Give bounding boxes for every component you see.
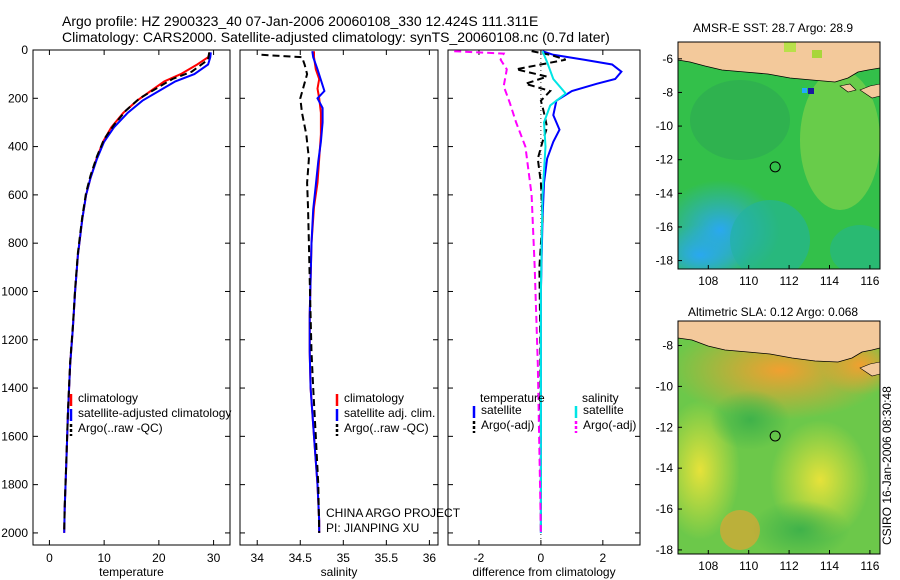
y-tick-label: 1800 (1, 478, 28, 492)
map-x-tick-label: 116 (860, 274, 879, 288)
series-line (539, 50, 623, 533)
x-tick-label: 10 (97, 551, 111, 565)
x-tick-label: -2 (474, 551, 485, 565)
sst-map-imagery (678, 42, 880, 269)
legend-entry: satellite (583, 403, 624, 417)
legend-heading: salinity (582, 391, 619, 405)
map-y-tick-label: -18 (656, 543, 674, 557)
map-x-tick-label: 112 (780, 274, 799, 288)
x-axis-label: salinity (321, 565, 358, 579)
map-x-tick-label: 116 (860, 559, 879, 573)
map-y-tick-label: -14 (656, 186, 674, 200)
x-axis-label: temperature (99, 565, 164, 579)
series-line (454, 50, 542, 533)
x-tick-label: 34.5 (289, 551, 313, 565)
legend-entry: satellite adj. clim. (344, 406, 435, 420)
legend-entry: Argo(-adj) (481, 418, 534, 432)
y-tick-label: 200 (8, 91, 28, 105)
map-x-tick-label: 108 (698, 559, 718, 573)
series-line (261, 53, 321, 533)
legend-entry: climatology (78, 391, 138, 405)
figure-title-line1: Argo profile: HZ 2900323_40 07-Jan-2006 … (62, 13, 539, 29)
map-y-tick-label: -6 (662, 52, 673, 66)
legend-entry: climatology (344, 391, 404, 405)
map-y-tick-label: -10 (656, 119, 674, 133)
figure-titles: Argo profile: HZ 2900323_40 07-Jan-2006 … (0, 0, 900, 50)
map-x-tick-label: 110 (739, 274, 758, 288)
sla-map-imagery (678, 321, 880, 554)
map-x-tick-label: 114 (820, 559, 839, 573)
map-y-tick-label: -12 (656, 420, 674, 434)
legend-entry: Argo(..raw -QC) (78, 421, 163, 435)
y-tick-label: 1200 (1, 333, 28, 347)
sst-map-title: AMSR-E SST: 28.7 Argo: 28.9 (693, 21, 854, 35)
annotation-pi: PI: JIANPING XU (326, 521, 419, 535)
plot-frame (239, 49, 439, 546)
map-x-tick-label: 114 (820, 274, 839, 288)
legend-entry: Argo(..raw -QC) (344, 421, 429, 435)
x-tick-label: 0 (46, 551, 53, 565)
map-y-tick-label: -18 (656, 254, 674, 268)
legend-entry: satellite-adjusted climatology (78, 406, 231, 420)
legend-heading: temperature (480, 391, 545, 405)
map-y-tick-label: -16 (656, 220, 674, 234)
x-tick-label: 34 (251, 551, 265, 565)
sla-map-title: Altimetric SLA: 0.12 Argo: 0.068 (688, 305, 859, 319)
map-y-tick-label: -10 (656, 379, 674, 393)
float-position-marker (769, 430, 781, 442)
map-x-tick-label: 110 (739, 559, 758, 573)
y-tick-label: 1400 (1, 381, 28, 395)
x-tick-label: 2 (599, 551, 606, 565)
y-tick-label: 600 (8, 188, 28, 202)
y-tick-label: 1000 (1, 284, 28, 298)
legend-entry: Argo(-adj) (583, 418, 636, 432)
map-y-tick-label: -12 (656, 153, 674, 167)
map-x-tick-label: 108 (698, 274, 718, 288)
series-line (63, 52, 212, 533)
y-tick-label: 800 (8, 236, 28, 250)
map-y-tick-label: -14 (656, 461, 674, 475)
y-tick-label: 0 (21, 43, 28, 57)
map-y-tick-label: -8 (662, 339, 673, 353)
y-tick-label: 400 (8, 140, 28, 154)
map-x-tick-label: 112 (780, 559, 799, 573)
float-position-marker (769, 161, 781, 173)
x-tick-label: 0 (538, 551, 545, 565)
plot-frame (32, 49, 231, 546)
plot-frame (447, 49, 641, 546)
map-frame (677, 320, 881, 555)
x-tick-label: 36 (423, 551, 437, 565)
series-line (63, 51, 212, 533)
x-tick-label: 35.5 (375, 551, 399, 565)
x-tick-label: 35 (337, 551, 351, 565)
series-line (539, 50, 568, 533)
series-line (308, 51, 326, 533)
map-y-tick-label: -16 (656, 502, 674, 516)
y-tick-label: 1600 (1, 429, 28, 443)
series-line (515, 50, 567, 533)
annotation-project: CHINA ARGO PROJECT (326, 506, 461, 520)
legend-entry: satellite (481, 403, 522, 417)
y-tick-label: 2000 (1, 526, 28, 540)
x-axis-label: difference from climatology (472, 565, 615, 579)
map-y-tick-label: -8 (662, 85, 673, 99)
figure-title-line2: Climatology: CARS2000. Satellite-adjuste… (62, 29, 610, 45)
x-tick-label: 30 (207, 551, 221, 565)
map-frame (677, 41, 881, 270)
series-line (63, 52, 211, 531)
x-tick-label: 20 (152, 551, 166, 565)
